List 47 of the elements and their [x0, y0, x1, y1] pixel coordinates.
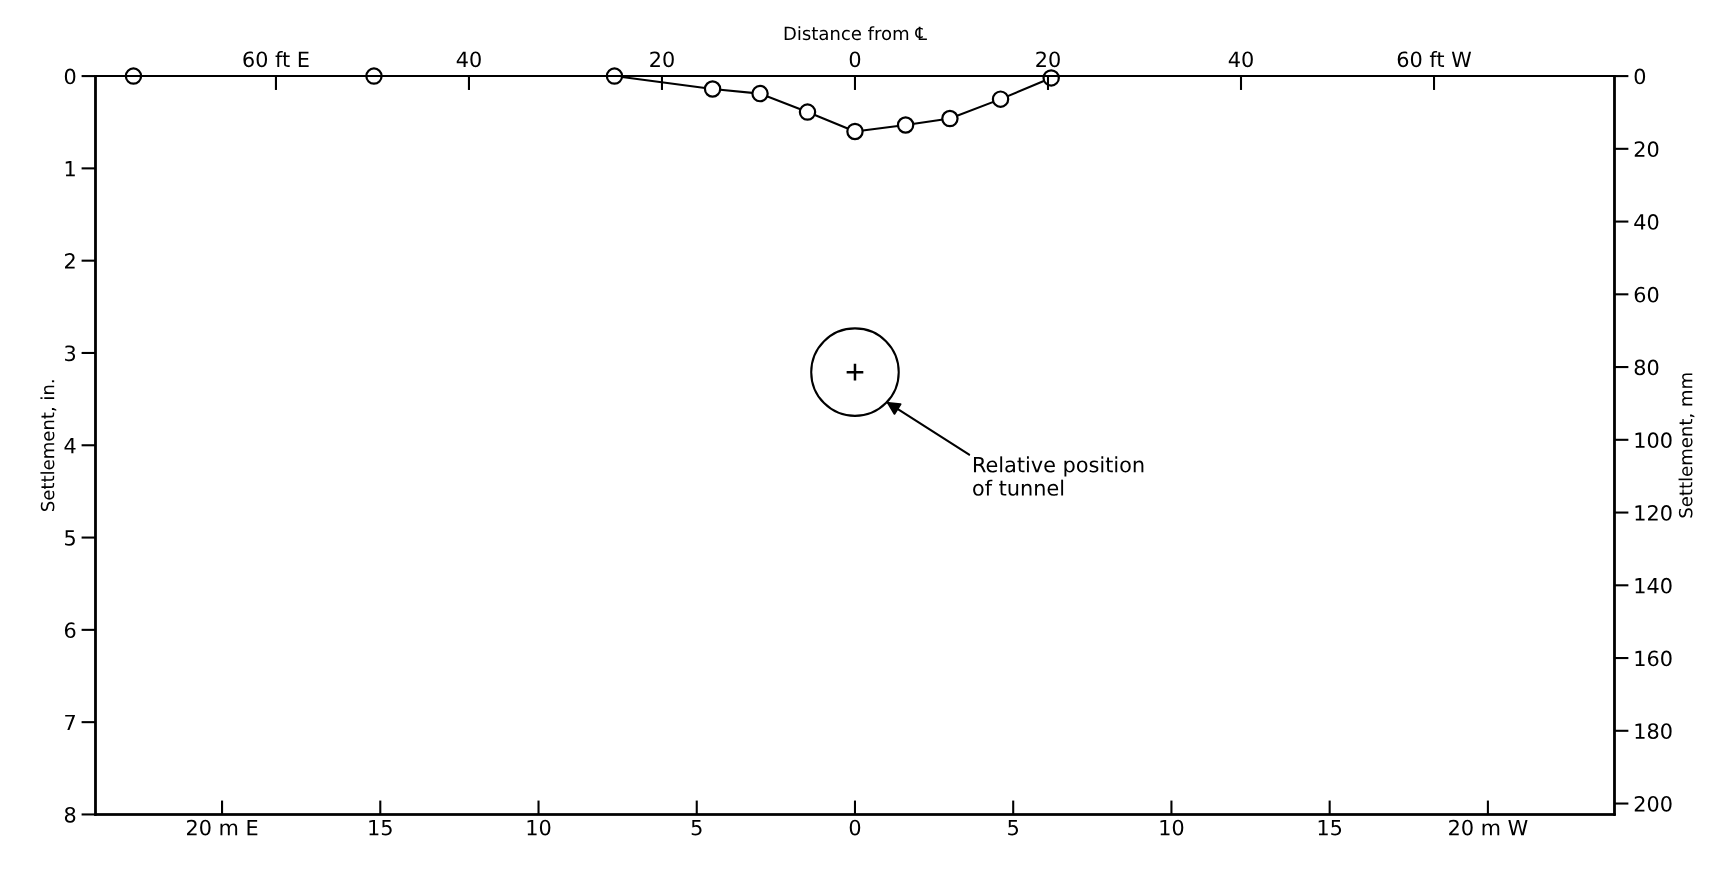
y-tick-label: 5 [65, 530, 75, 546]
y-axis-title: Settlement, in. [40, 380, 57, 511]
x2-axis-title: Distance from ℄ [784, 26, 927, 41]
y2-axis-title: Settlement, mm [1678, 373, 1695, 518]
point [846, 122, 864, 141]
point [896, 116, 915, 134]
x-tick-label: 15 [369, 819, 392, 836]
y-tick-label: 1 [65, 161, 75, 177]
y-tick-label: 8 [64, 806, 76, 823]
y-tick-label: 6 [64, 622, 76, 639]
x-tick-label: 5 [691, 819, 702, 836]
point [751, 84, 769, 103]
y-tick-label: 2 [65, 253, 75, 269]
y-tick-label: 3 [65, 345, 76, 362]
x-tick-label: 10 [1160, 819, 1184, 836]
x2-tick-label: 40 [456, 51, 481, 68]
y2-tick-label: 40 [1634, 214, 1659, 230]
point [798, 103, 817, 121]
point [703, 80, 722, 98]
x-tick-label: 15 [1318, 819, 1342, 836]
x2-tick-label: 40 [1228, 51, 1253, 68]
y2-tick-label: 0 [1634, 68, 1646, 85]
x-tick-label: 20 m W [1449, 819, 1528, 836]
y2-tick-label: 80 [1634, 359, 1659, 376]
x-tick-label: 20 m E [186, 819, 258, 836]
x2-tick-label: 20 [650, 51, 674, 68]
y2-tick-label: 180 [1635, 723, 1672, 739]
y2-tick-label: 140 [1635, 577, 1672, 594]
y2-tick-label: 160 [1635, 650, 1672, 667]
point [941, 109, 959, 128]
x2-tick-label: 60 ft E [243, 51, 309, 68]
y-tick-label: 7 [65, 714, 75, 731]
y2-tick-label: 120 [1635, 505, 1672, 521]
x-tick-label: 5 [1008, 819, 1019, 836]
y-tick-label: 0 [64, 68, 76, 85]
x2-tick-label: 0 [849, 51, 861, 68]
x2-tick-label: 20 [1036, 51, 1060, 68]
y2-tick-label: 200 [1634, 795, 1672, 812]
annotation: Relative position of tunnel [973, 456, 1144, 496]
y2-tick-label: 20 [1634, 141, 1659, 158]
x-tick-label: 0 [849, 819, 861, 836]
x2-tick-label: 60 ft W [1397, 51, 1472, 68]
y-tick-label: 4 [64, 437, 76, 454]
y2-tick-label: 60 [1634, 286, 1659, 303]
x-tick-label: 10 [527, 819, 551, 836]
y2-tick-label: 100 [1635, 432, 1672, 449]
point [991, 90, 1010, 108]
